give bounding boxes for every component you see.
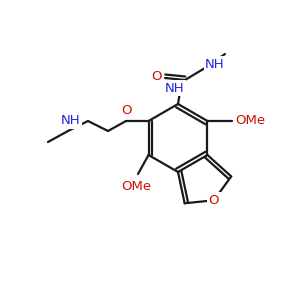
Text: OMe: OMe: [121, 179, 151, 193]
Text: O: O: [209, 194, 219, 207]
Text: NH: NH: [165, 82, 185, 94]
Text: O: O: [152, 70, 162, 83]
Text: NH: NH: [205, 58, 225, 70]
Text: OMe: OMe: [235, 115, 265, 128]
Text: NH: NH: [61, 115, 81, 128]
Text: O: O: [121, 104, 131, 118]
